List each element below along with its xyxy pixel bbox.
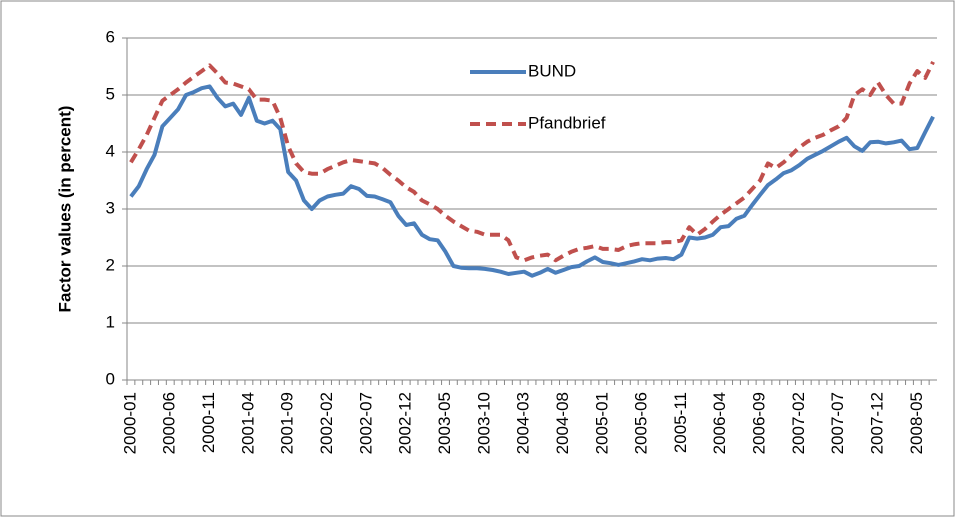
x-tick-label: 2005-11 bbox=[671, 392, 690, 453]
x-tick-label: 2007-02 bbox=[789, 392, 808, 454]
x-tick-label: 2005-06 bbox=[632, 392, 651, 454]
series-line bbox=[129, 84, 935, 278]
series-line bbox=[129, 61, 935, 263]
x-tick-label: 2000-01 bbox=[120, 392, 139, 454]
x-tick-label: 2007-07 bbox=[828, 392, 847, 454]
x-tick-label: 2003-10 bbox=[474, 392, 493, 454]
x-tick-label: 2005-01 bbox=[592, 392, 611, 454]
x-tick-label: 2003-05 bbox=[435, 392, 454, 454]
y-axis-label: Factor values (in percent) bbox=[55, 106, 74, 313]
x-tick-label: 2002-12 bbox=[396, 392, 415, 454]
legend-label: BUND bbox=[528, 61, 576, 80]
legend-label: Pfandbrief bbox=[528, 113, 606, 132]
y-tick-label: 4 bbox=[106, 141, 115, 160]
x-tick-label: 2001-04 bbox=[238, 392, 257, 454]
x-tick-label: 2008-05 bbox=[907, 392, 926, 454]
x-tick-label: 2002-02 bbox=[317, 392, 336, 454]
x-tick-label: 2007-12 bbox=[868, 392, 887, 454]
y-tick-label: 0 bbox=[106, 369, 115, 388]
y-tick-label: 1 bbox=[106, 312, 115, 331]
x-tick-label: 2001-09 bbox=[278, 392, 297, 454]
y-tick-label: 3 bbox=[106, 198, 115, 217]
x-tick-label: 2000-06 bbox=[160, 392, 179, 454]
x-tick-label: 2002-07 bbox=[356, 392, 375, 454]
x-tick-label: 2006-09 bbox=[750, 392, 769, 454]
x-tick-label: 2000-11 bbox=[199, 392, 218, 453]
x-tick-label: 2004-03 bbox=[514, 392, 533, 454]
y-tick-label: 2 bbox=[106, 255, 115, 274]
y-tick-label: 6 bbox=[106, 27, 115, 46]
y-tick-label: 5 bbox=[106, 84, 115, 103]
x-tick-label: 2006-04 bbox=[710, 392, 729, 454]
x-tick-label: 2004-08 bbox=[553, 392, 572, 454]
